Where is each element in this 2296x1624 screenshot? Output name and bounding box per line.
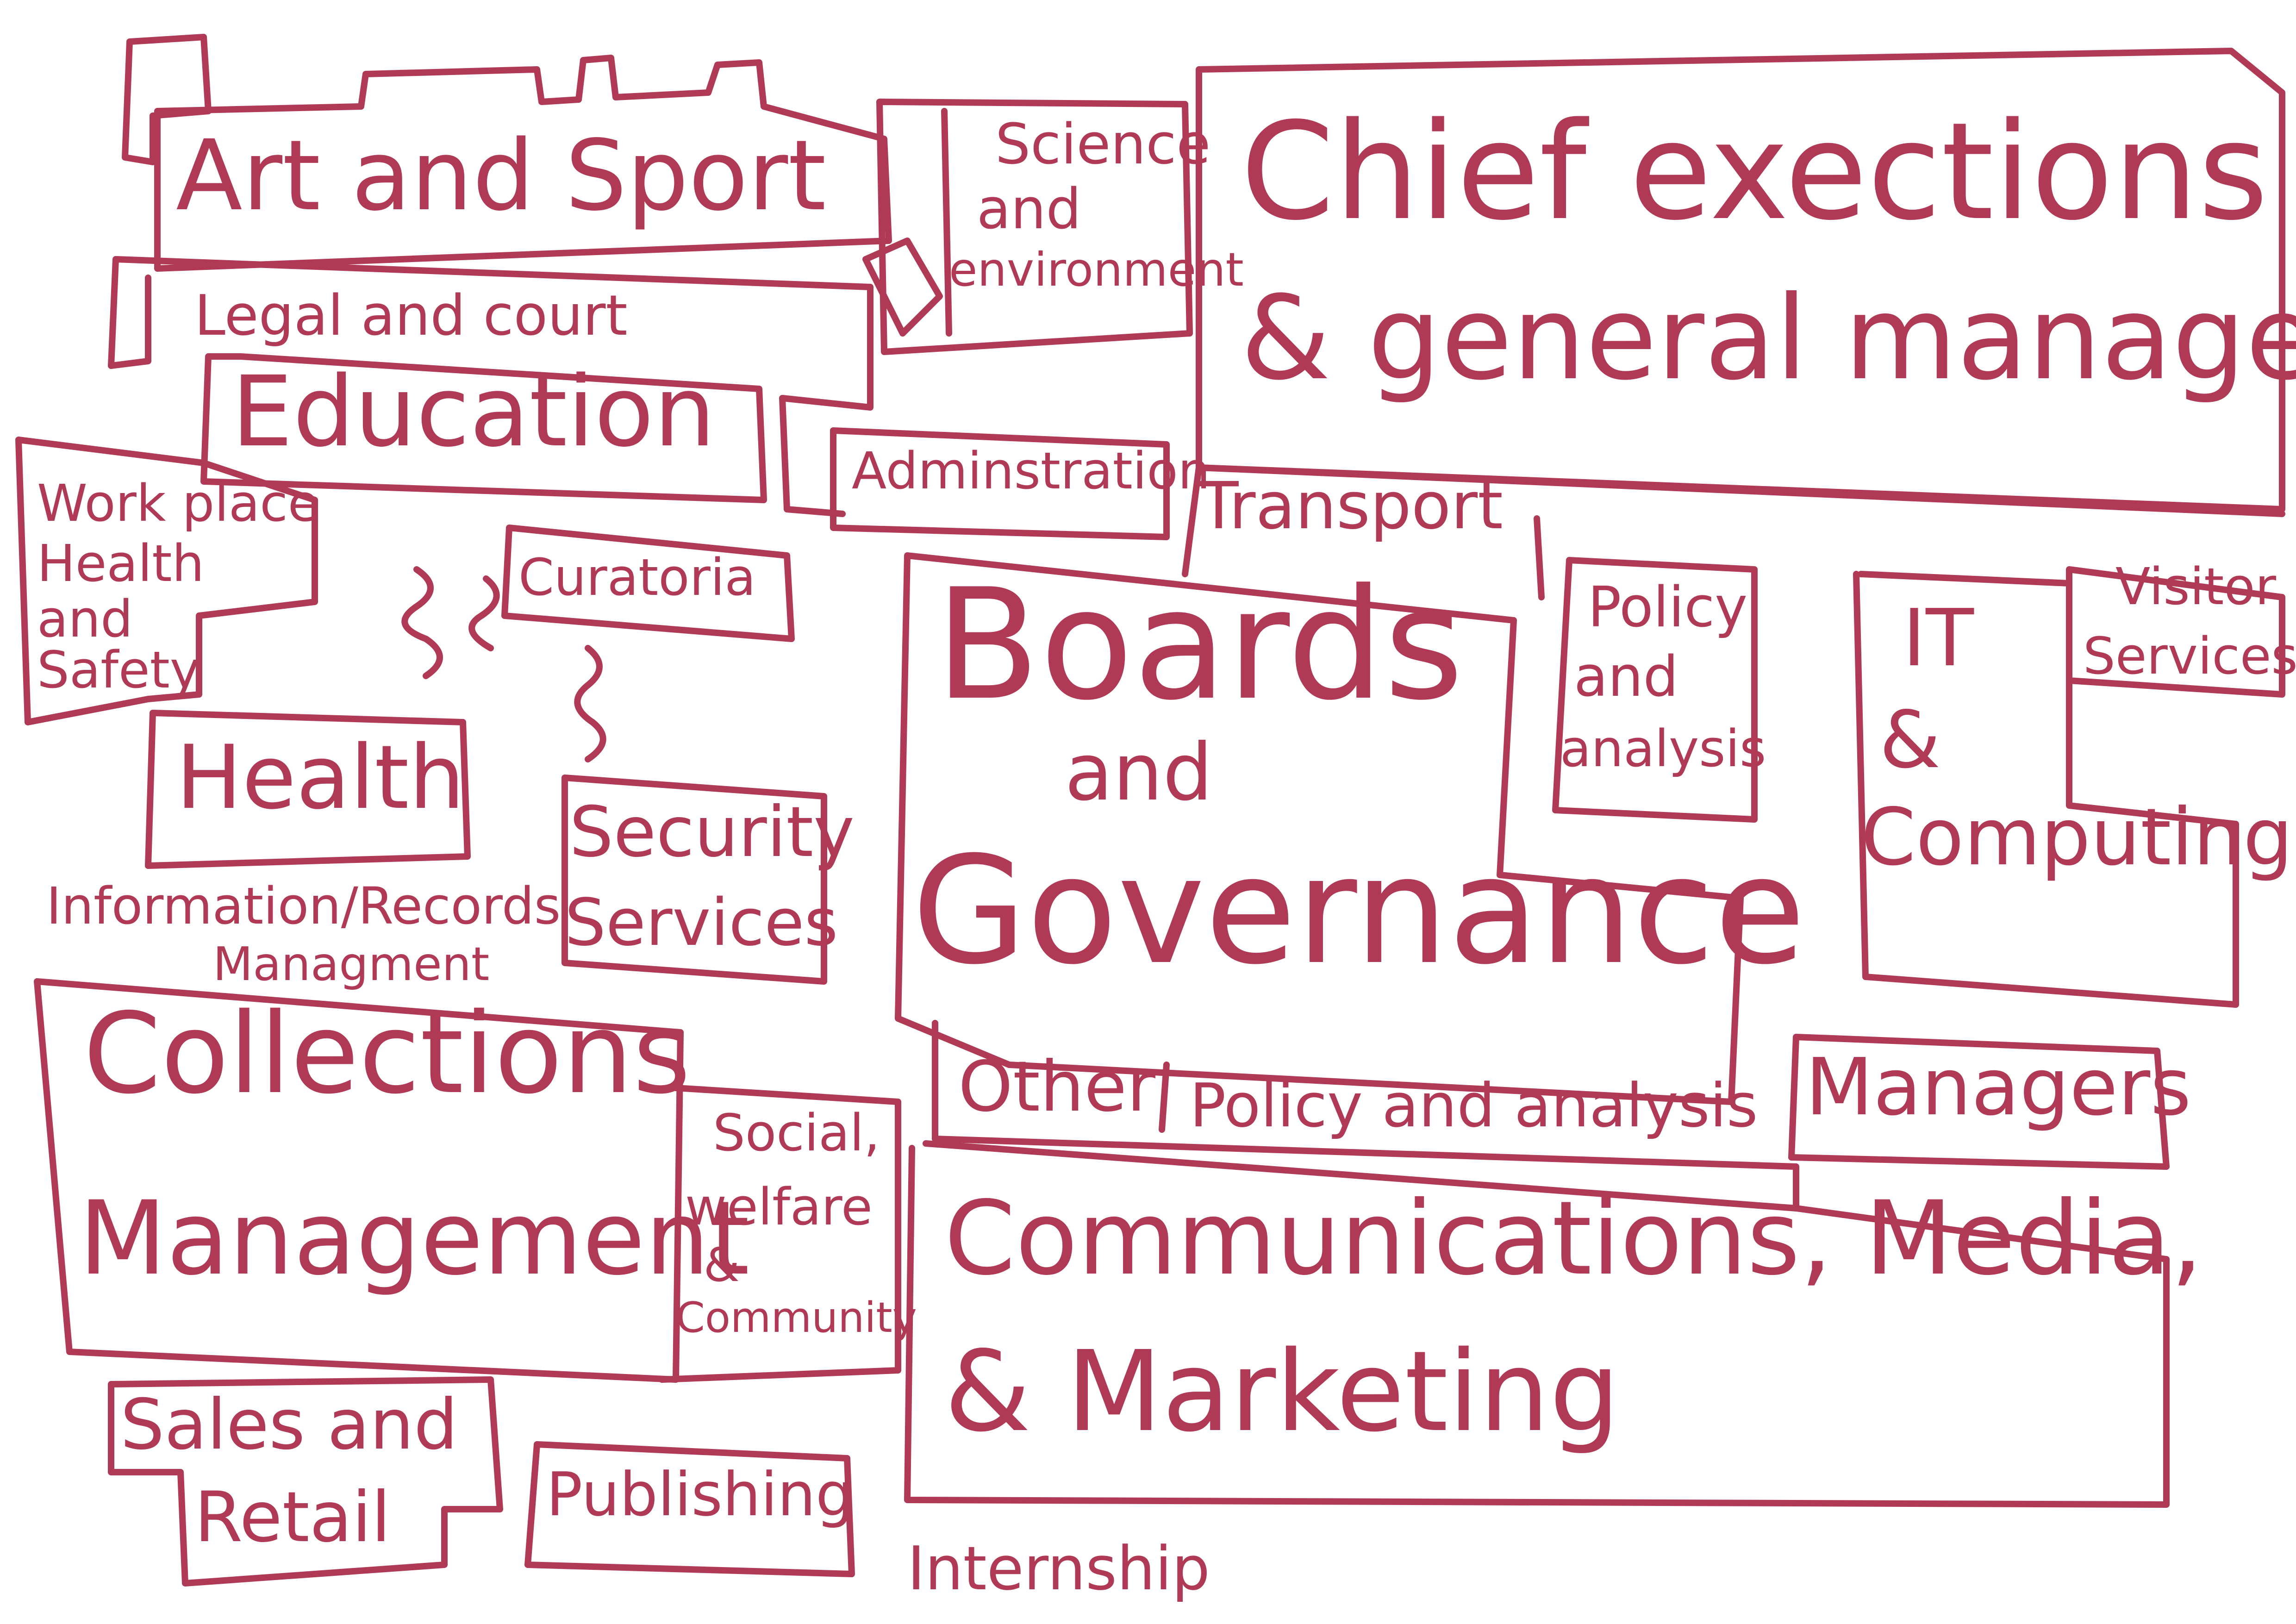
social-label-4: Community: [676, 1293, 917, 1342]
collections-label-2: Management: [79, 1179, 750, 1298]
internship-label: Internship: [907, 1533, 1210, 1604]
workplace-label-3: and: [37, 589, 133, 649]
education-label: Education: [231, 355, 716, 468]
social-label-2: welfare: [685, 1177, 873, 1237]
managers-box: [1788, 1034, 2170, 1170]
workplace-label-4: Safety: [37, 640, 200, 700]
administration-label: Adminstration: [852, 441, 1210, 500]
chief-executives-label-2: & general managers: [1241, 271, 2296, 406]
policy-label-1: Policy: [1588, 575, 1748, 640]
health-box: [145, 710, 471, 869]
administration-box: [830, 427, 1170, 540]
curatorial-box: [501, 525, 795, 642]
sales-label-1: Sales and: [120, 1385, 458, 1465]
other-label: Other: [958, 1047, 1155, 1127]
visitor-services-label-2: Services: [2083, 626, 2296, 686]
science-environment-label-3: environment: [949, 243, 1244, 297]
science-diamond: [862, 237, 943, 337]
art-and-sport-flag: [122, 34, 212, 165]
communications-label-2: & Marketing: [944, 1327, 1620, 1456]
squiggle-2: [468, 575, 500, 651]
science-environment-label-1: Science: [995, 112, 1211, 177]
communications-label-1: Communications, Media,: [944, 1179, 2203, 1298]
transport-label: Transport: [1199, 468, 1503, 544]
workplace-label-2: Health: [37, 534, 205, 593]
security-label-1: Security: [569, 792, 855, 873]
sales-box: [108, 1376, 503, 1587]
info-records-label-1: Information/Records: [46, 876, 561, 936]
social-label-3: &: [704, 1238, 740, 1292]
transport-strip: [1182, 464, 2285, 600]
security-label-2: Services: [565, 885, 838, 961]
publishing-label: Publishing: [546, 1459, 854, 1530]
education-box: [108, 256, 873, 517]
workplace-label-1: Work place: [37, 474, 319, 533]
health-label: Health: [176, 726, 465, 829]
art-and-sport-label: Art and Sport: [176, 119, 826, 232]
managers-label: Managers: [1805, 1042, 2191, 1133]
policy-label-2: and: [1574, 645, 1678, 709]
other-policy-label: Policy and analysis: [1190, 1070, 1758, 1141]
publishing-box: [524, 1441, 855, 1577]
social-label-1: Social,: [713, 1103, 880, 1162]
workplace-box: [15, 437, 318, 725]
squiggle-1: [401, 566, 443, 679]
visitor-services-label-1: Visitor: [2115, 557, 2276, 616]
info-records-label-2: Managment: [213, 937, 490, 991]
boards-label-2: and: [1065, 727, 1213, 818]
boards-governance-box: [895, 552, 1744, 1105]
social-box: [659, 1085, 901, 1383]
science-environment-box: [876, 99, 1193, 355]
it-computing-box: [1853, 571, 2239, 1008]
curatorial-label: Curatoria: [518, 548, 756, 607]
policy-box: [1552, 557, 1758, 823]
sales-label-2: Retail: [194, 1477, 391, 1558]
it-label-2: &: [1879, 694, 1941, 786]
communications-box: [904, 1140, 2170, 1508]
art-and-sport-box: [154, 55, 892, 272]
science-divider: [941, 108, 952, 337]
boards-label-1: Boards: [935, 556, 1464, 734]
policy-label-3: analysis: [1560, 719, 1766, 778]
it-label-1: IT: [1903, 593, 1974, 684]
chief-executives-label-1: Chief exections: [1241, 94, 2269, 250]
other-policy-strip: [932, 1020, 1799, 1212]
squiggle-3: [574, 645, 606, 762]
security-box: [562, 775, 827, 985]
education-inner-box: [200, 353, 767, 503]
chief-executives-box: [1196, 48, 2285, 512]
science-environment-label-2: and: [977, 177, 1081, 242]
legal-court-label: Legal and court: [194, 284, 628, 348]
collections-label-1: Collections: [83, 989, 691, 1118]
boards-label-3: Governance: [912, 825, 1806, 997]
it-label-3: Computing: [1861, 792, 2293, 883]
